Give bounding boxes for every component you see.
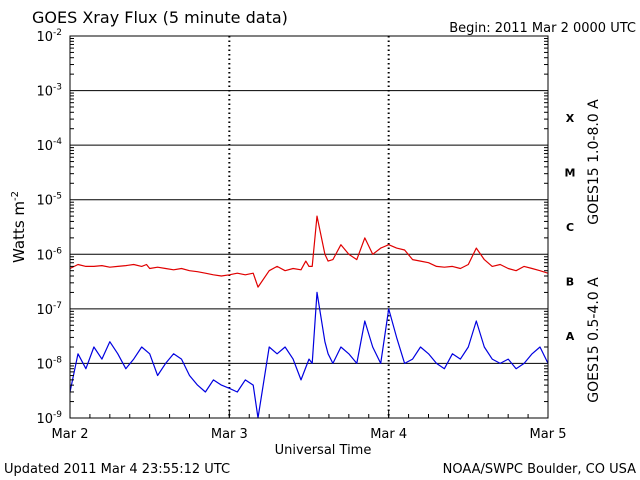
flare-class-label: A — [566, 330, 575, 343]
x-tick-label: Mar 5 — [530, 427, 567, 442]
chart-title: GOES Xray Flux (5 minute data) — [32, 8, 288, 27]
y-tick-label: 10-4 — [36, 137, 62, 154]
svg-text:Watts m-2: Watts m-2 — [10, 191, 28, 263]
flare-class-label: B — [566, 276, 574, 289]
legend-series-0: GOES15 1.0-8.0 A — [586, 99, 602, 225]
x-ticks: Mar 2 Mar 3 Mar 4 Mar 5 — [52, 410, 567, 442]
y-tick-label: 10-6 — [36, 246, 62, 263]
legend-series-1: GOES15 0.5-4.0 A — [586, 277, 602, 403]
flare-class-label: C — [566, 221, 574, 234]
updated-label: Updated 2011 Mar 4 23:55:12 UTC — [4, 462, 230, 477]
begin-label: Begin: 2011 Mar 2 0000 UTC — [449, 21, 636, 36]
y-axis-label-text: Watts m — [10, 201, 28, 263]
y-tick-label: 10-7 — [36, 301, 62, 318]
y-ticks: 10-2 10-3 10-4 10-5 10-6 10-7 10-8 10-9 — [36, 28, 548, 427]
y-tick-label: 10-3 — [36, 83, 62, 100]
credit-label: NOAA/SWPC Boulder, CO USA — [443, 462, 636, 477]
y-tick-label: 10-2 — [36, 28, 62, 45]
series-lines — [70, 215, 548, 418]
series-line-1 — [70, 291, 548, 418]
flare-class-label: M — [565, 166, 576, 179]
y-tick-label: 10-5 — [36, 192, 62, 209]
flare-class-label: X — [566, 112, 575, 125]
y-tick-label: 10-8 — [36, 355, 62, 372]
y-tick-label: 10-9 — [36, 410, 62, 427]
series-line-0 — [70, 215, 548, 288]
x-axis-label: Universal Time — [275, 443, 372, 458]
x-tick-label: Mar 2 — [52, 427, 89, 442]
x-tick-label: Mar 4 — [370, 427, 407, 442]
grid-lines — [70, 35, 548, 419]
flare-class-labels: X M C B A — [565, 112, 576, 343]
y-axis-label-exponent: -2 — [10, 191, 21, 201]
x-tick-label: Mar 3 — [211, 427, 248, 442]
y-axis-label: Watts m-2 — [10, 191, 28, 263]
